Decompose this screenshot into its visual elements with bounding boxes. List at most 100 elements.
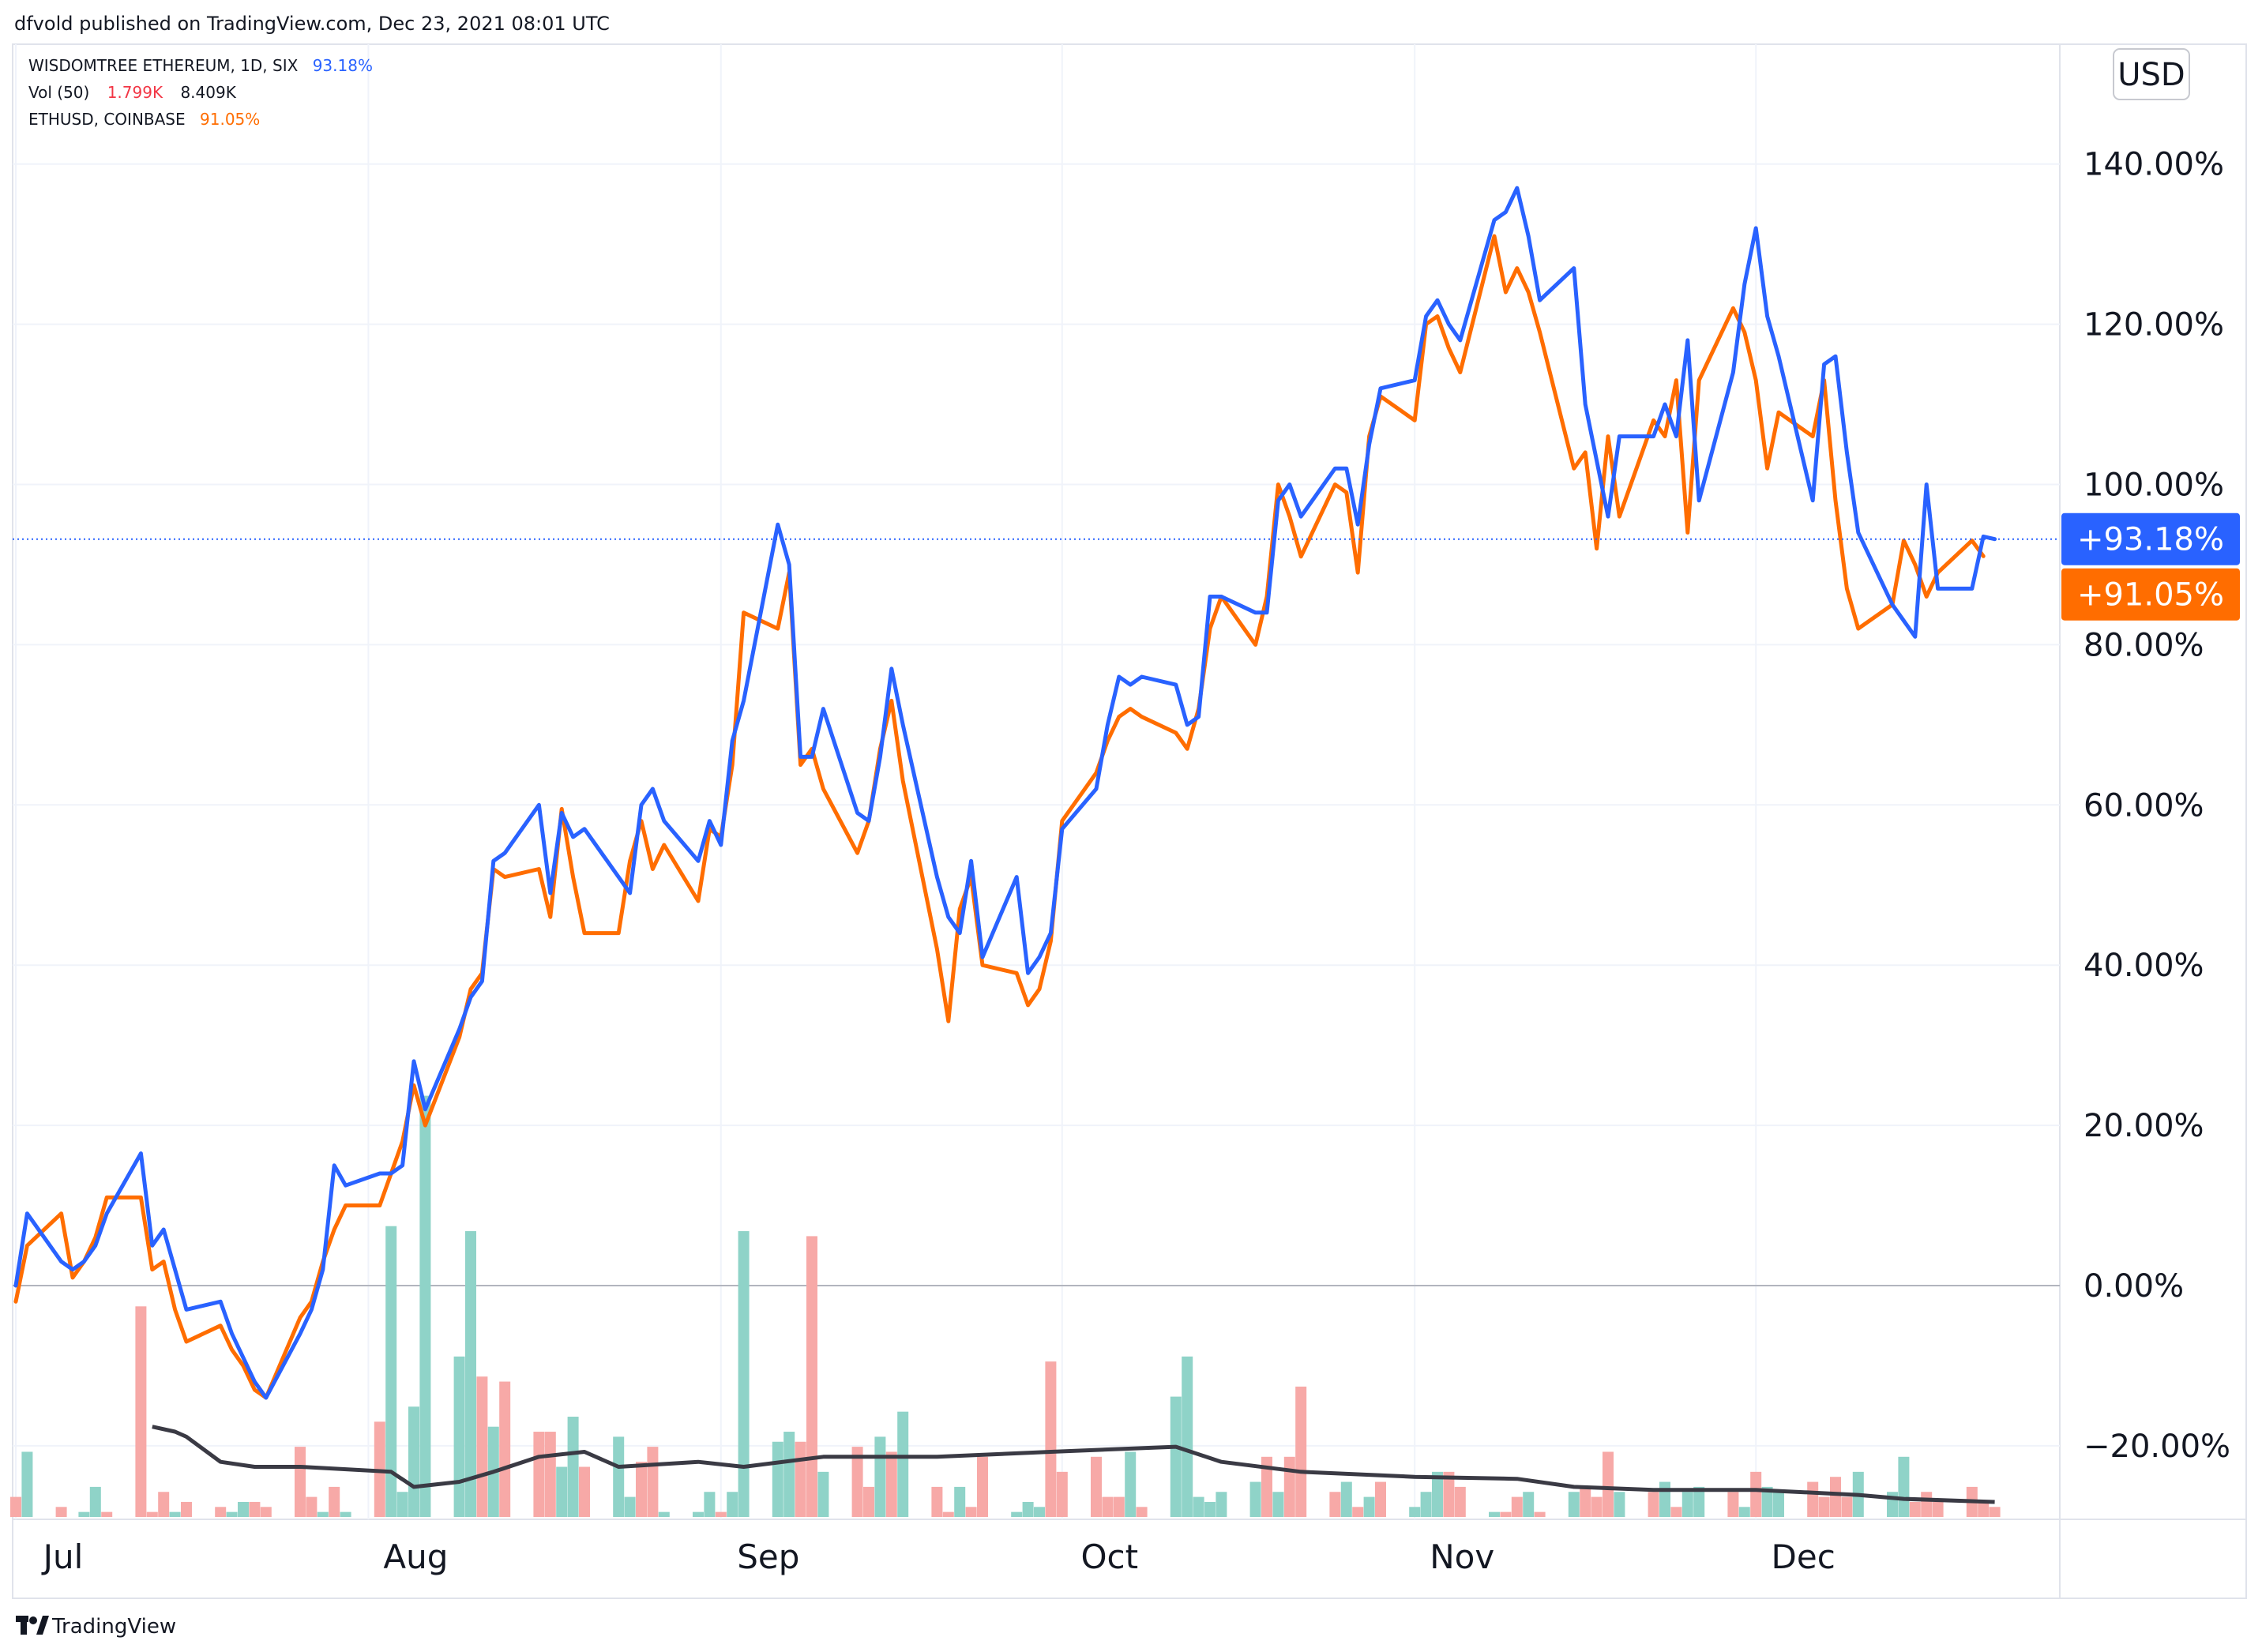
- x-tick-label: Jul: [41, 1537, 84, 1576]
- y-tick-label: 40.00%: [2084, 948, 2204, 984]
- volume-bar: [396, 1492, 408, 1517]
- volume-bar: [1045, 1361, 1057, 1517]
- legend-ethusd-name: ETHUSD, COINBASE: [28, 110, 186, 129]
- volume-bar: [874, 1436, 886, 1517]
- volume-bar: [385, 1226, 397, 1517]
- volume-bar: [1568, 1492, 1580, 1517]
- series-line-ethusd: [13, 234, 1986, 1400]
- volume-bar: [1818, 1496, 1830, 1517]
- legend-row-volume[interactable]: Vol (50) 1.799K 8.409K: [28, 83, 237, 102]
- volume-bar: [1591, 1496, 1603, 1517]
- y-tick-label: 60.00%: [2084, 787, 2204, 824]
- volume-bar: [1603, 1451, 1614, 1517]
- legend-row-wisdomtree[interactable]: WISDOMTREE ETHEREUM, 1D, SIX 93.18%: [28, 56, 373, 75]
- volume-bar: [158, 1492, 170, 1517]
- volume-bar: [1272, 1492, 1284, 1517]
- volume-bar: [1022, 1501, 1034, 1517]
- volume-bar: [476, 1376, 488, 1517]
- volume-bar: [1773, 1492, 1784, 1517]
- volume-bar: [1614, 1492, 1625, 1517]
- volume-bar: [317, 1511, 329, 1517]
- volume-bar: [579, 1466, 590, 1517]
- volume-bar: [340, 1511, 351, 1517]
- volume-ma-line: [152, 1425, 1995, 1504]
- volume-bar: [238, 1501, 249, 1517]
- price-series: [13, 186, 1997, 1400]
- legend-wisdomtree-value: 93.18%: [313, 56, 373, 75]
- volume-bar: [1420, 1492, 1432, 1517]
- volume-bar: [1534, 1511, 1546, 1517]
- volume-bar: [1261, 1456, 1272, 1517]
- volume-bar: [795, 1441, 806, 1517]
- currency-button[interactable]: USD: [2113, 48, 2190, 100]
- volume-bar: [1283, 1456, 1295, 1517]
- badge-background: [2061, 512, 2240, 565]
- volume-bar: [1750, 1471, 1762, 1517]
- volume-bar: [783, 1432, 795, 1517]
- volume-bar: [78, 1511, 90, 1517]
- volume-bar: [465, 1231, 476, 1517]
- grid-lines: [13, 44, 2060, 1519]
- volume-bar: [1921, 1492, 1933, 1517]
- volume-bar: [1056, 1471, 1068, 1517]
- volume-bar: [1898, 1456, 1910, 1517]
- badge-label: +93.18%: [2077, 522, 2224, 558]
- volume-bar: [977, 1456, 988, 1517]
- volume-bar: [1909, 1501, 1921, 1517]
- volume-bar: [1841, 1496, 1853, 1517]
- tradingview-branding[interactable]: TradingView: [16, 1615, 176, 1639]
- volume-bar: [1830, 1477, 1841, 1517]
- volume-bar: [1659, 1481, 1670, 1517]
- plot-frame: [12, 43, 2247, 1599]
- volume-bar: [1454, 1486, 1466, 1517]
- legend-volume-ma-value: 8.409K: [180, 83, 236, 102]
- volume-bar: [647, 1447, 659, 1517]
- volume-bar: [408, 1406, 419, 1517]
- volume-bar: [1352, 1507, 1364, 1517]
- legend-volume-name: Vol (50): [28, 83, 89, 102]
- volume-bar: [135, 1306, 147, 1517]
- y-tick-label: 140.00%: [2084, 147, 2224, 183]
- volume-bar: [226, 1511, 238, 1517]
- volume-bar: [658, 1511, 670, 1517]
- legend-row-ethusd[interactable]: ETHUSD, COINBASE 91.05%: [28, 110, 260, 129]
- volume-bar: [1329, 1492, 1341, 1517]
- x-tick-label: Dec: [1772, 1537, 1836, 1576]
- volume-bar: [1216, 1492, 1227, 1517]
- y-tick-label: 120.00%: [2084, 307, 2224, 344]
- badge-ethusd: +91.05%: [2061, 568, 2240, 621]
- price-badges: +93.18% +91.05%: [2061, 512, 2240, 621]
- volume-bar: [1363, 1496, 1375, 1517]
- volume-bar: [533, 1432, 545, 1517]
- published-header: dfvold published on TradingView.com, Dec…: [14, 13, 610, 35]
- volume-bar: [1978, 1501, 1990, 1517]
- volume-bar: [965, 1507, 977, 1517]
- volume-bar: [1500, 1511, 1512, 1517]
- legend-ethusd-value: 91.05%: [200, 110, 260, 129]
- volume-bar: [727, 1492, 738, 1517]
- volume-bar: [931, 1486, 943, 1517]
- chart-border: [12, 43, 2247, 1599]
- volume-bar: [55, 1507, 67, 1517]
- volume-bar: [1091, 1456, 1102, 1517]
- volume-bar: [21, 1451, 33, 1517]
- volume-bar: [453, 1356, 465, 1517]
- volume-bar: [1170, 1396, 1182, 1517]
- volume-bar: [636, 1462, 647, 1517]
- x-tick-label: Oct: [1080, 1537, 1138, 1576]
- volume-bar: [1693, 1486, 1705, 1517]
- currency-button-frame: [2113, 48, 2190, 100]
- volume-bar: [10, 1496, 21, 1517]
- volume-bar: [1182, 1356, 1193, 1517]
- volume-bar: [306, 1496, 318, 1517]
- volume-bar: [1727, 1492, 1739, 1517]
- volume-bar: [704, 1492, 716, 1517]
- volume-bar: [1648, 1492, 1659, 1517]
- volume-bar: [1125, 1451, 1137, 1517]
- volume-bar: [942, 1511, 954, 1517]
- volume-bar: [329, 1486, 340, 1517]
- legend-wisdomtree-name: WISDOMTREE ETHEREUM, 1D, SIX: [28, 56, 299, 75]
- volume-bar: [556, 1466, 568, 1517]
- volume-bar: [851, 1447, 863, 1517]
